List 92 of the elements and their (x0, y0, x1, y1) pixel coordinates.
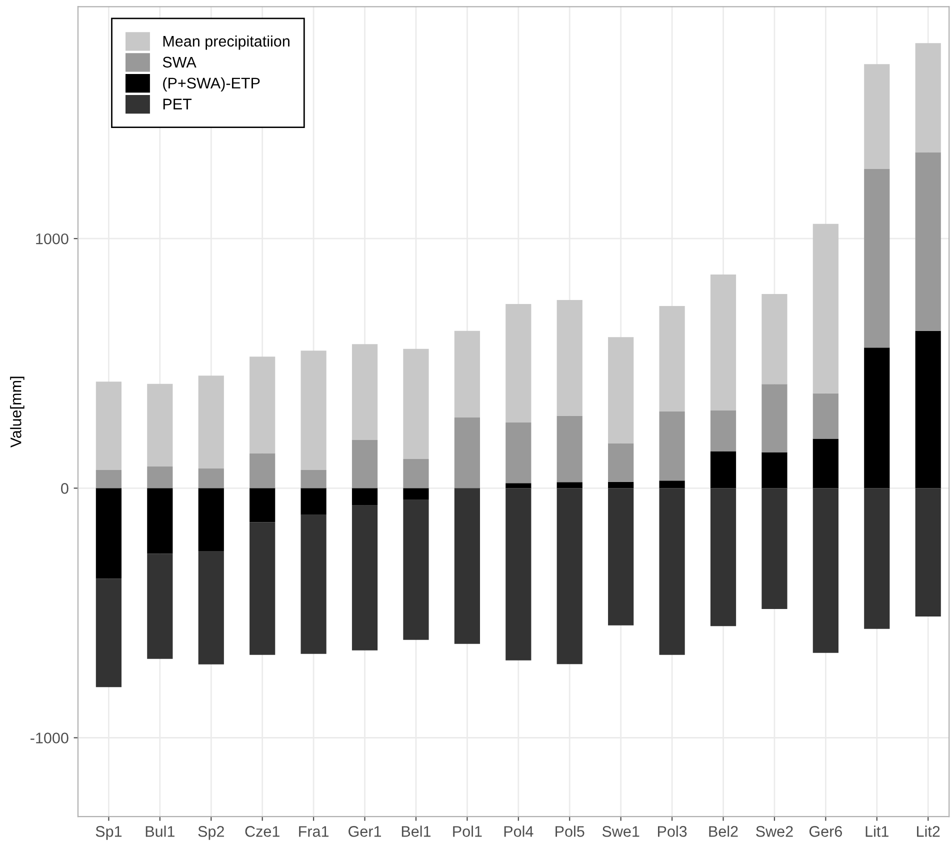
bar (198, 468, 224, 488)
bar (812, 438, 838, 488)
bar (352, 505, 378, 650)
bar (659, 480, 685, 488)
bar (250, 356, 276, 454)
bar (403, 458, 429, 488)
x-tick-label: Pol4 (504, 826, 534, 837)
x-tick-label: Pol1 (453, 826, 482, 837)
bar (659, 488, 685, 655)
bar (608, 482, 634, 488)
x-tick-label: Lit1 (866, 826, 888, 837)
bar (556, 488, 582, 664)
bar (454, 418, 480, 488)
bar (96, 488, 122, 579)
bar (300, 470, 326, 488)
x-tick-label: Ger1 (348, 826, 382, 837)
x-tick-label: Lit2 (917, 826, 940, 837)
bar (250, 453, 276, 488)
bar (710, 451, 736, 488)
y-axis-title: Value[mm] (10, 376, 24, 448)
bar (506, 422, 532, 484)
bar (250, 522, 276, 655)
x-tick-label: Sp2 (198, 826, 224, 840)
x-tick-label: Fra1 (299, 826, 329, 837)
x-tick-label: Bel2 (709, 826, 738, 837)
bar (762, 384, 788, 452)
bar (762, 452, 788, 488)
bar (659, 412, 685, 481)
bar (506, 483, 532, 488)
bar (556, 300, 582, 416)
bar (147, 466, 173, 488)
bar (250, 488, 276, 522)
bar (608, 337, 634, 444)
bar (403, 500, 429, 640)
x-tick-label: Pol5 (556, 826, 584, 837)
bar (864, 64, 890, 169)
bar (147, 554, 173, 659)
legend-label: Mean precipitatiion (163, 35, 290, 50)
bar (864, 168, 890, 348)
legend-label: SWA (162, 56, 196, 68)
bar (352, 440, 378, 488)
bar (454, 488, 480, 644)
bar (864, 348, 890, 488)
bar (300, 488, 326, 515)
bar (352, 488, 378, 506)
bar (300, 350, 326, 470)
bar (506, 488, 532, 660)
bar (864, 488, 890, 629)
bar (915, 43, 941, 152)
y-tick-label: 0 (61, 483, 68, 494)
bar (96, 578, 122, 688)
bar (506, 304, 532, 423)
bar (300, 514, 326, 654)
x-tick-label: Swe2 (756, 826, 793, 837)
bar (915, 488, 941, 616)
bar (659, 306, 685, 412)
bar (812, 224, 838, 394)
x-tick-label: Bul1 (146, 826, 174, 837)
bar (454, 330, 480, 418)
bar (915, 152, 941, 331)
bar (403, 348, 429, 459)
bar (198, 488, 224, 552)
bar (710, 410, 736, 452)
bar (147, 488, 173, 554)
bar (812, 488, 838, 653)
bar (403, 488, 429, 500)
x-tick-label: Bel1 (402, 826, 431, 837)
bar (96, 470, 122, 488)
bar (556, 482, 582, 488)
bar (147, 384, 173, 466)
legend-label: PET (163, 98, 192, 110)
bar (710, 274, 736, 411)
y-tick-label: -1000 (30, 732, 68, 744)
bar (762, 488, 788, 609)
bar (812, 393, 838, 439)
bar (608, 443, 634, 482)
y-tick-label: 1000 (36, 233, 68, 244)
bar (198, 376, 224, 468)
x-tick-label: Sp1 (96, 826, 122, 840)
bar (915, 330, 941, 488)
bar (710, 488, 736, 626)
x-tick-label: Ger6 (809, 826, 842, 837)
bar (762, 294, 788, 384)
x-tick-label: Cze1 (245, 826, 280, 837)
bar (352, 344, 378, 440)
bar (556, 416, 582, 482)
x-tick-label: Swe1 (602, 826, 640, 837)
bar (96, 382, 122, 470)
bar (198, 551, 224, 664)
x-tick-label: Pol3 (658, 826, 687, 837)
legend-label: (P+SWA)-ETP (163, 77, 260, 92)
bar (608, 488, 634, 626)
